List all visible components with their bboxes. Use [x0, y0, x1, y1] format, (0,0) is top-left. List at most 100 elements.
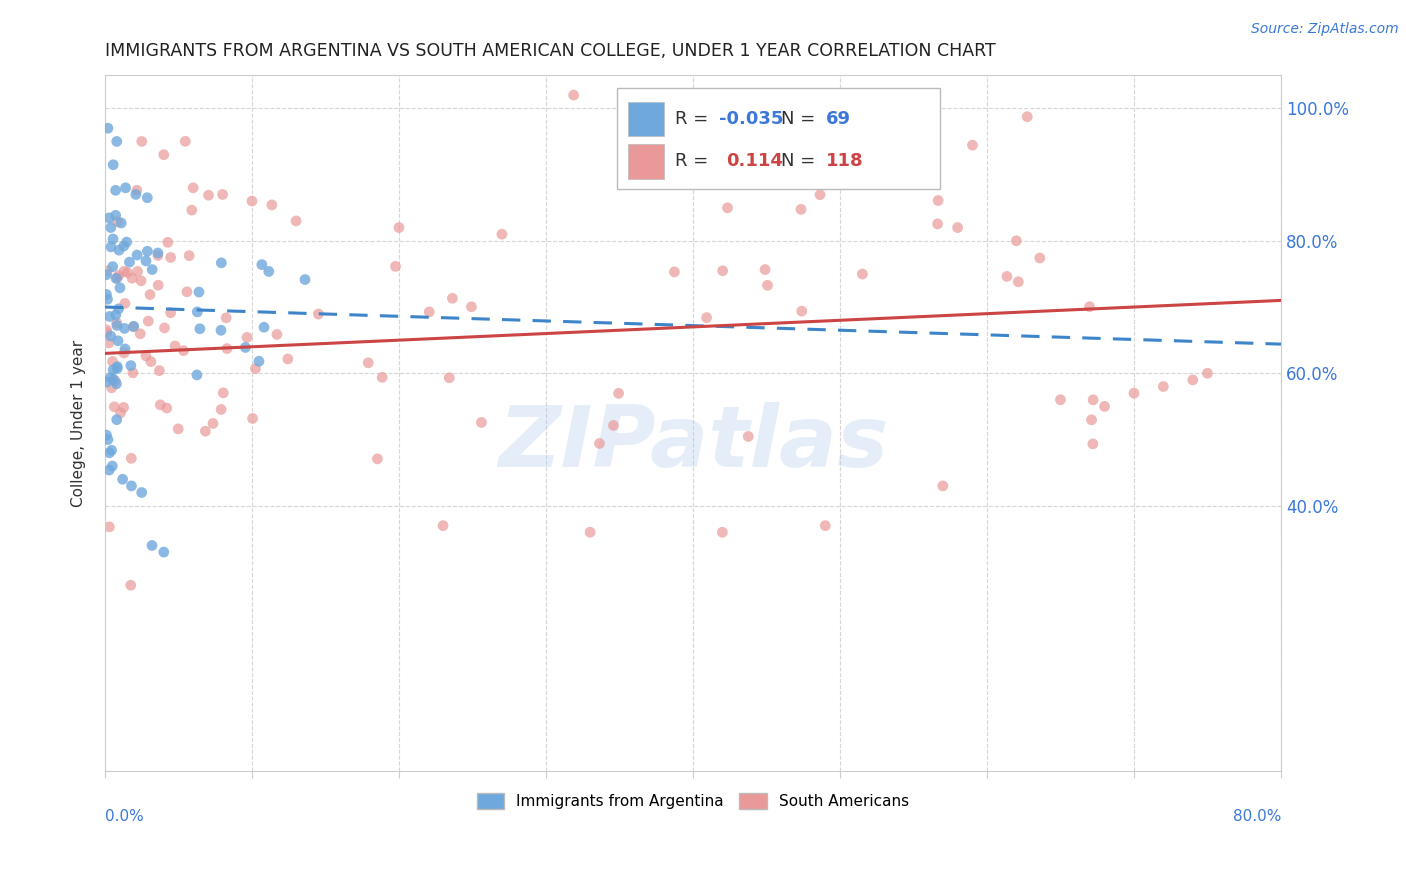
Point [153, 321, 176, 335]
Text: 0.114: 0.114 [725, 153, 783, 170]
Point [245, 361, 267, 376]
Point [579, 525, 602, 540]
Point [136, 191, 159, 205]
Point [105, 376, 128, 391]
Point [101, 232, 124, 246]
Point [1123, 386, 1146, 401]
Point [96, 323, 118, 337]
Point [148, 278, 170, 293]
Point [146, 248, 169, 262]
Point [357, 356, 380, 370]
Point [418, 305, 440, 319]
Point [114, 181, 136, 195]
Point [139, 354, 162, 368]
Point [135, 253, 157, 268]
Point [235, 340, 257, 354]
Text: R =: R = [675, 110, 714, 128]
FancyBboxPatch shape [628, 102, 664, 136]
Point [277, 351, 299, 366]
Point [120, 479, 142, 493]
Point [260, 198, 283, 212]
Point [188, 285, 211, 299]
Point [103, 372, 125, 386]
Point [181, 181, 204, 195]
Point [96, 293, 118, 307]
Point [129, 326, 152, 341]
Point [188, 322, 211, 336]
Point [103, 400, 125, 414]
Point [100, 443, 122, 458]
Text: ZIPatlas: ZIPatlas [498, 402, 889, 485]
Point [664, 265, 686, 279]
Point [209, 402, 232, 417]
Point [790, 202, 813, 217]
Point [851, 267, 873, 281]
Point [105, 359, 128, 374]
Point [96, 428, 118, 442]
Point [1007, 275, 1029, 289]
Point [215, 310, 238, 325]
Point [105, 270, 128, 285]
Point [212, 385, 235, 400]
Text: N =: N = [782, 110, 821, 128]
Point [307, 307, 329, 321]
Point [107, 268, 129, 283]
Point [1049, 392, 1071, 407]
Text: R =: R = [675, 153, 714, 170]
Point [460, 300, 482, 314]
Point [139, 287, 162, 301]
Point [711, 264, 734, 278]
Point [97, 335, 120, 350]
Point [97, 433, 120, 447]
Point [107, 334, 129, 348]
Point [253, 320, 276, 334]
Point [120, 451, 142, 466]
Point [1081, 392, 1104, 407]
Point [105, 316, 128, 330]
Point [149, 398, 172, 412]
Text: IMMIGRANTS FROM ARGENTINA VS SOUTH AMERICAN COLLEGE, UNDER 1 YEAR CORRELATION CH: IMMIGRANTS FROM ARGENTINA VS SOUTH AMERI… [105, 42, 995, 60]
Point [995, 269, 1018, 284]
Point [127, 264, 149, 278]
Point [754, 262, 776, 277]
Point [118, 255, 141, 269]
Point [432, 518, 454, 533]
Point [209, 256, 232, 270]
Point [111, 472, 134, 486]
Point [215, 342, 238, 356]
Point [167, 422, 190, 436]
Text: 118: 118 [825, 153, 863, 170]
Point [105, 412, 128, 426]
Point [96, 326, 118, 340]
Point [131, 485, 153, 500]
Point [136, 314, 159, 328]
Point [240, 194, 263, 208]
Point [120, 578, 142, 592]
Point [194, 424, 217, 438]
Point [602, 418, 624, 433]
Point [122, 366, 145, 380]
Point [136, 244, 159, 259]
Point [790, 304, 813, 318]
Text: Source: ZipAtlas.com: Source: ZipAtlas.com [1251, 22, 1399, 37]
Point [159, 251, 181, 265]
Point [491, 227, 513, 242]
Legend: Immigrants from Argentina, South Americans: Immigrants from Argentina, South America… [471, 787, 915, 815]
Point [946, 220, 969, 235]
Text: 80.0%: 80.0% [1233, 809, 1281, 824]
Point [156, 235, 179, 250]
Point [186, 305, 208, 319]
Point [98, 211, 121, 225]
Point [588, 436, 610, 450]
Point [98, 446, 121, 460]
Point [737, 429, 759, 443]
Point [1005, 234, 1028, 248]
Point [209, 323, 232, 337]
Point [104, 308, 127, 322]
Point [141, 539, 163, 553]
Point [756, 278, 779, 293]
Point [107, 301, 129, 316]
Point [266, 327, 288, 342]
Point [562, 88, 585, 103]
Point [122, 319, 145, 334]
